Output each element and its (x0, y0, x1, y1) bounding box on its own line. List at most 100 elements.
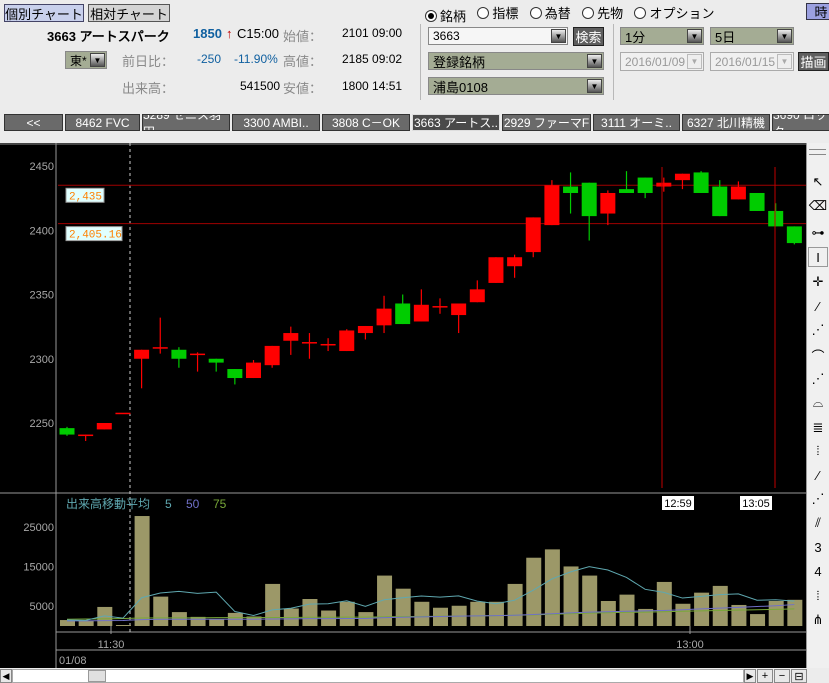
candle (115, 412, 131, 415)
price-label-box (65, 187, 105, 203)
search-button[interactable]: 検索 (573, 27, 604, 46)
reset-zoom-button[interactable]: ⊟ (791, 669, 807, 683)
candle (488, 257, 504, 283)
time-lines-tool-icon[interactable]: ⦙ (816, 588, 820, 603)
candle-body (264, 345, 280, 366)
stock-tab[interactable]: 3690 ロック (772, 114, 829, 131)
eraser-tool-icon[interactable]: ⌫ (808, 198, 828, 213)
price-chart[interactable]: 2450 2400 2350 2300 2250 25000 15000 5000 11:30 1… (0, 143, 806, 668)
cursor-tool-icon[interactable]: ↖ (812, 174, 824, 189)
chevron-down-icon: ▼ (777, 54, 792, 69)
volume-tick-label: 25000 (23, 522, 54, 534)
candle (525, 217, 541, 258)
volume-bar (619, 594, 635, 626)
candle (339, 329, 355, 352)
volume-tick-label: 5000 (30, 601, 54, 613)
line-segment-tool-icon[interactable]: ⁄ (816, 467, 820, 483)
divider (613, 24, 614, 100)
candle-body (152, 347, 168, 349)
open-label: 始値： (283, 29, 323, 44)
tab-individual-chart[interactable]: 個別チャート (4, 4, 84, 22)
scroll-left-button[interactable]: ◀ (0, 669, 12, 683)
watchlist-select[interactable]: 登録銘柄 ▼ (428, 52, 604, 70)
fan-tool-icon[interactable]: ⋰ (811, 322, 825, 337)
volume-value: 541500 (240, 79, 281, 93)
candle (469, 280, 485, 303)
candle (600, 190, 616, 226)
arc-2-tool-icon[interactable]: ⌓ (812, 395, 824, 410)
crosshair-tool-icon[interactable]: ✛ (812, 274, 824, 289)
tab-relative-chart[interactable]: 相対チャート (88, 4, 170, 22)
volume-bar (377, 575, 393, 626)
candle (301, 333, 317, 359)
divider (420, 24, 421, 100)
candle (171, 347, 187, 368)
four-line-tool-icon[interactable]: 4 (814, 563, 822, 579)
ma50-line (67, 604, 795, 622)
date-to-select[interactable]: 2016/01/15 ▼ (710, 52, 794, 71)
candle (413, 289, 429, 322)
code-input[interactable]: 3663 ▼ (428, 27, 568, 45)
candle-body (749, 192, 765, 211)
radio-options[interactable]: オプション (634, 3, 714, 22)
chevron-down-icon: ▼ (687, 29, 702, 43)
candle (563, 172, 579, 214)
fan-2-tool-icon[interactable]: ⋰ (811, 371, 825, 386)
candle (656, 177, 672, 192)
radio-index[interactable]: 指標 (477, 3, 518, 22)
period-select[interactable]: 5日 ▼ (710, 27, 794, 45)
fan-3-tool-icon[interactable]: ⋰ (811, 491, 825, 506)
stock-tab[interactable]: 3808 C－OK (322, 114, 410, 131)
stock-tab[interactable]: 6327 北川精機 (682, 114, 770, 131)
price-tick-label: 2300 (30, 354, 54, 366)
candle-body (674, 173, 690, 181)
candle (59, 426, 75, 436)
cycle-lines-tool-icon[interactable]: ⦙ (816, 443, 820, 458)
candle-body (507, 257, 523, 267)
radio-fx[interactable]: 為替 (529, 3, 571, 22)
candle-body (563, 186, 579, 193)
zoom-out-button[interactable]: − (774, 669, 790, 683)
three-line-tool-icon[interactable]: 3 (814, 539, 822, 555)
candle (432, 298, 448, 314)
stock-tab[interactable]: 2929 ファーマF (502, 114, 591, 131)
candle-body (693, 172, 709, 193)
volume-bar (712, 585, 728, 626)
change-label: 前日比： (122, 54, 175, 69)
volume-bar (675, 603, 691, 626)
volume-bar (153, 596, 169, 626)
scrollbar-thumb[interactable] (88, 670, 106, 682)
zoom-in-button[interactable]: + (757, 669, 773, 683)
volume-bar (339, 601, 355, 626)
legend-ma50: 50 (186, 497, 200, 511)
stock-tab[interactable]: 8462 FVC (65, 114, 140, 131)
radio-futures[interactable]: 先物 (582, 3, 623, 22)
toolbar-grip[interactable] (809, 149, 826, 155)
scroll-right-button[interactable]: ▶ (744, 669, 756, 683)
stock-tab[interactable]: 3663 アートス.. (412, 114, 500, 131)
horizontal-scrollbar[interactable] (12, 669, 744, 683)
retracement-tool-icon[interactable]: ≣ (812, 420, 824, 435)
candle (451, 303, 467, 334)
arc-tool-icon[interactable]: ⌒ (811, 348, 825, 364)
high-value: 2185 09:02 (342, 52, 403, 66)
stock-tab[interactable]: 5289 ゼニス羽田 (142, 114, 230, 131)
candle-body (451, 303, 467, 316)
date-from-select[interactable]: 2016/01/09 ▼ (620, 52, 704, 71)
channel-tool-icon[interactable]: ⫽ (815, 515, 821, 530)
scroll-tabs-left-button[interactable]: << (4, 114, 63, 131)
draw-button[interactable]: 描画 (798, 52, 829, 71)
list-select[interactable]: 浦島0108 ▼ (428, 77, 604, 95)
vertical-line-tool-icon[interactable]: I (808, 247, 828, 267)
horizontal-line-tool-icon[interactable]: ⊶ (811, 225, 825, 240)
stock-tab[interactable]: 3300 AMBI.. (232, 114, 320, 131)
market-select[interactable]: 東* ▼ (65, 51, 107, 69)
radio-stock[interactable]: 銘柄 (425, 6, 466, 25)
pitchfork-tool-icon[interactable]: ⋔ (812, 612, 824, 627)
stock-tab[interactable]: 3111 オーミ.. (593, 114, 680, 131)
trend-line-tool-icon[interactable]: ⁄ (816, 298, 820, 314)
radio-label: オプション (649, 6, 715, 21)
interval-select[interactable]: 1分 ▼ (620, 27, 704, 45)
candle (190, 352, 206, 372)
time-button[interactable]: 時 (806, 3, 829, 20)
